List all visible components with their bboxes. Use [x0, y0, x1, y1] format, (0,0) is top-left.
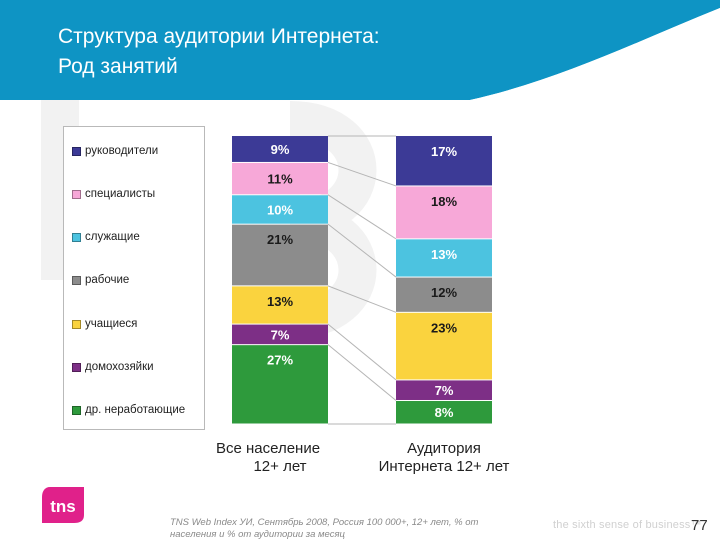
legend-swatch: [72, 405, 81, 415]
category-label: Все население: [216, 440, 320, 457]
legend-label: руководители: [85, 145, 159, 157]
legend-label: рабочие: [85, 274, 130, 286]
page-title: Структура аудитории Интернета: Род занят…: [58, 22, 380, 82]
bar-data-label: 23%: [431, 320, 457, 335]
connector-line: [327, 323, 397, 381]
legend-swatch: [72, 146, 81, 156]
bar-segment: [232, 162, 328, 195]
legend-item: др. неработающие: [72, 402, 185, 418]
legend-swatch: [72, 275, 81, 285]
category-label: Интернета 12+ лет: [379, 458, 510, 475]
legend-item: служащие: [72, 229, 140, 245]
bar-data-label: 13%: [267, 294, 293, 309]
bar-segment: [396, 380, 492, 400]
stacked-bar-chart: 9% 11% 10% 21% 13% 7% 27% 17% 18% 13% 12% 23% 7% 8% Вс…: [216, 135, 510, 475]
bar-segment: [232, 136, 328, 162]
connector-line: [327, 344, 397, 401]
page-title-line-2: Род занятий: [58, 55, 178, 78]
slogan: the sixth sense of business™: [553, 519, 702, 531]
legend-item: специалисты: [72, 186, 155, 202]
legend-label: специалисты: [85, 188, 156, 200]
chart-legend: руководители специалисты служащие рабочие уч…: [63, 126, 205, 430]
legend-swatch: [72, 362, 81, 372]
legend-item: руководители: [72, 143, 158, 159]
legend-label: домохозяйки: [85, 361, 154, 373]
bar-segment: [396, 186, 492, 239]
bar-segment: [396, 239, 492, 277]
legend-item: домохозяйки: [72, 359, 154, 375]
bar-segment: [232, 345, 328, 424]
legend-swatch: [72, 232, 81, 242]
header-banner: Структура аудитории Интернета: Род занят…: [0, 0, 720, 100]
bar-segment: [232, 224, 328, 286]
bar-data-label: 21%: [267, 232, 293, 247]
header-background: [0, 0, 720, 100]
bar-segment: [396, 277, 492, 312]
legend-swatch: [72, 319, 81, 329]
bar-segment: [396, 312, 492, 380]
bar-data-label: 7%: [271, 327, 290, 342]
bar-data-label: 9%: [271, 142, 290, 157]
connector-line: [327, 285, 397, 313]
bar-segment: [232, 195, 328, 224]
bar-segment: [232, 286, 328, 324]
bar-data-label: 7%: [435, 383, 454, 398]
legend-label: служащие: [85, 231, 140, 243]
bar-data-label: 18%: [431, 194, 457, 209]
bar-data-label: 13%: [431, 247, 457, 262]
bar-segment: [396, 136, 492, 186]
bar-data-label: 11%: [267, 172, 293, 187]
connector-line: [327, 223, 397, 278]
tns-logo: tns: [42, 487, 84, 523]
page-number: 77: [691, 517, 708, 534]
bar-segment: [396, 400, 492, 424]
bar-data-label: 10%: [267, 202, 293, 217]
source-note: TNS Web Index УИ, Сентябрь 2008, Россия …: [170, 517, 479, 540]
bar-data-label: 8%: [435, 405, 454, 420]
category-label: Аудитория: [407, 440, 481, 457]
legend-label: др. неработающие: [85, 404, 186, 416]
bar-data-label: 17%: [431, 144, 457, 159]
bar-data-label: 12%: [431, 285, 457, 300]
logo-text: tns: [50, 497, 76, 516]
legend-swatch: [72, 189, 81, 199]
legend-item: учащиеся: [72, 316, 137, 332]
legend-item: рабочие: [72, 272, 129, 288]
page-title-line-1: Структура аудитории Интернета:: [58, 25, 380, 48]
bar-data-label: 27%: [267, 353, 293, 368]
category-label: 12+ лет: [253, 458, 306, 475]
connector-line: [327, 194, 397, 240]
bar-segment: [232, 324, 328, 345]
connector-line: [327, 161, 397, 187]
legend-label: учащиеся: [85, 318, 138, 330]
